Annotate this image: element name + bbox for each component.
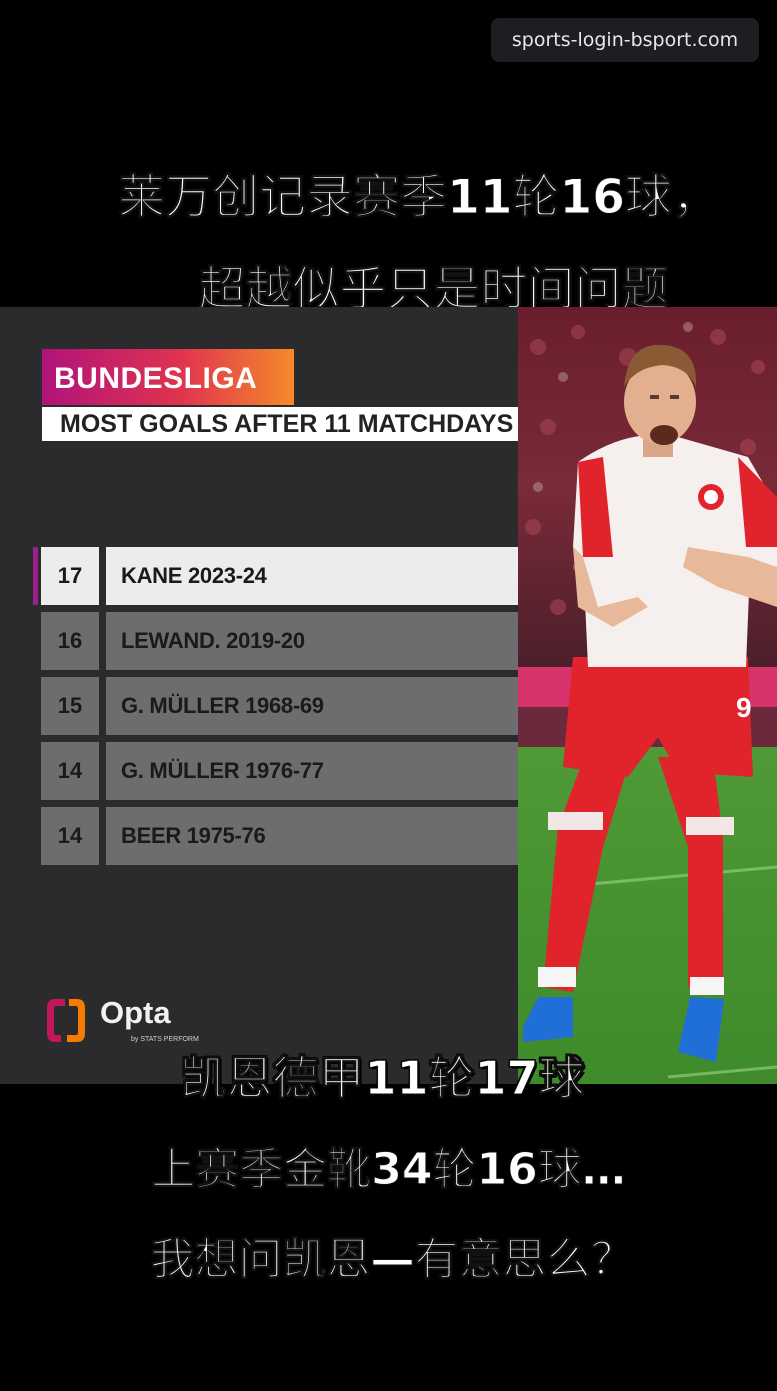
opta-mark-icon bbox=[47, 999, 85, 1042]
ranking-row: 15 G. MÜLLER 1968-69 bbox=[41, 677, 518, 735]
player-photo: 9 bbox=[518, 307, 777, 1084]
ranking-row: 17 KANE 2023-24 bbox=[33, 547, 518, 605]
watermark-badge: sports-login-bsport.com bbox=[491, 18, 759, 62]
ranking-goals: 14 bbox=[41, 742, 99, 800]
ranking-goals: 17 bbox=[41, 547, 99, 605]
ranking-player: BEER 1975-76 bbox=[106, 807, 518, 865]
opta-wordmark: Opta bbox=[100, 995, 171, 1030]
ranking-goals: 16 bbox=[41, 612, 99, 670]
opta-subtext: by STATS PERFORM bbox=[131, 1036, 199, 1043]
opta-logo: Opta by STATS PERFORM bbox=[45, 995, 215, 1045]
caption-bottom-line3: 我想问凯恩—有意思么？ bbox=[150, 1234, 635, 1286]
caption-bottom-line1: 凯恩德甲11轮17球 bbox=[180, 1051, 585, 1106]
ranking-player: G. MÜLLER 1976-77 bbox=[106, 742, 518, 800]
ranking-row: 16 LEWAND. 2019-20 bbox=[41, 612, 518, 670]
ranking-row: 14 BEER 1975-76 bbox=[41, 807, 518, 865]
graphic-subtitle: MOST GOALS AFTER 11 MATCHDAYS bbox=[42, 407, 548, 441]
ranking-row: 14 G. MÜLLER 1976-77 bbox=[41, 742, 518, 800]
caption-bottom-line2: 上赛季金靴34轮16球… bbox=[151, 1144, 626, 1196]
ranking-goals: 14 bbox=[41, 807, 99, 865]
svg-text:9: 9 bbox=[736, 692, 752, 723]
highlight-accent bbox=[33, 547, 38, 605]
caption-top-line1: 莱万创记录赛季11轮16球， bbox=[118, 170, 720, 226]
stats-graphic: BUNDESLIGA MOST GOALS AFTER 11 MATCHDAYS… bbox=[0, 307, 777, 1084]
ranking-player: LEWAND. 2019-20 bbox=[106, 612, 518, 670]
league-badge: BUNDESLIGA bbox=[42, 349, 294, 405]
player-celebration-image: 9 bbox=[518, 307, 777, 1084]
ranking-player: G. MÜLLER 1968-69 bbox=[106, 677, 518, 735]
ranking-player: KANE 2023-24 bbox=[106, 547, 518, 605]
ranking-goals: 15 bbox=[41, 677, 99, 735]
